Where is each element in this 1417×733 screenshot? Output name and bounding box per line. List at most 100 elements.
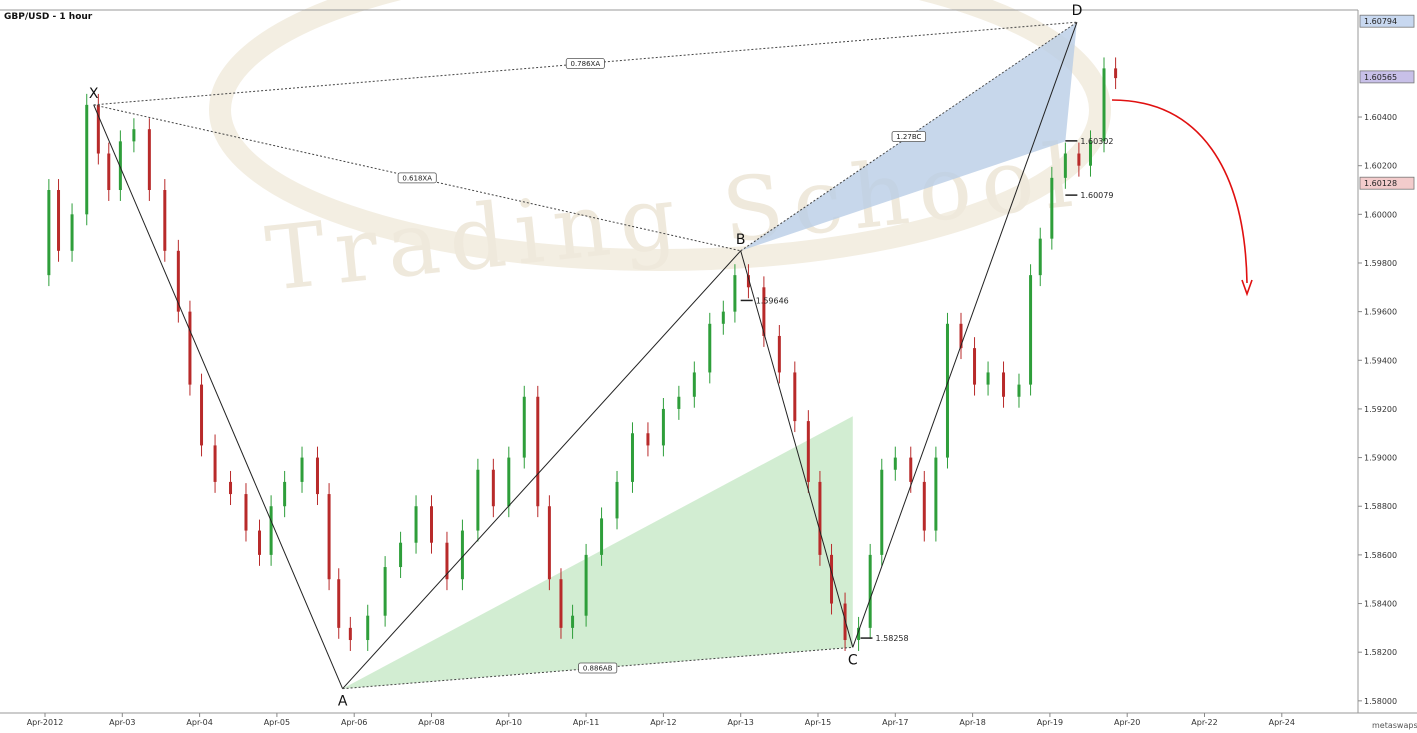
candle-body bbox=[229, 481, 233, 495]
x-tick-label: Apr-13 bbox=[727, 718, 753, 727]
candle-body bbox=[1029, 275, 1033, 385]
ratio-line-AC bbox=[342, 646, 853, 690]
candle-body bbox=[986, 372, 990, 385]
candle-body bbox=[1050, 177, 1054, 239]
y-tick-label: 1.59800 bbox=[1364, 259, 1397, 268]
candle-body bbox=[818, 481, 822, 555]
x-tick-label: Apr-19 bbox=[1037, 718, 1063, 727]
candle-body bbox=[348, 627, 352, 641]
candle-body bbox=[337, 579, 341, 628]
ratio-label: 0.786XA bbox=[571, 60, 601, 68]
candle-body bbox=[57, 190, 61, 251]
y-tick-label: 1.60400 bbox=[1364, 113, 1397, 122]
candle-body bbox=[1114, 68, 1118, 79]
candle-body bbox=[615, 481, 619, 519]
price-series bbox=[47, 57, 1118, 651]
candle-body bbox=[1088, 141, 1092, 166]
candle-body bbox=[1002, 372, 1006, 397]
candle-body bbox=[909, 457, 913, 482]
candle-body bbox=[460, 530, 464, 580]
candle-body bbox=[258, 530, 262, 555]
candle-body bbox=[806, 421, 810, 482]
candle-body bbox=[96, 104, 100, 154]
price-tag bbox=[1359, 176, 1415, 190]
candle-body bbox=[945, 323, 949, 458]
x-tick-label: Apr-18 bbox=[959, 718, 985, 727]
candle-body bbox=[708, 323, 712, 373]
candle-body bbox=[661, 408, 665, 446]
candle-body bbox=[399, 542, 403, 568]
y-tick-label: 1.59200 bbox=[1364, 405, 1397, 414]
ratio-label-box bbox=[891, 131, 927, 142]
candle-body bbox=[200, 384, 204, 446]
candle-body bbox=[300, 457, 304, 482]
y-tick-label: 1.58000 bbox=[1364, 697, 1397, 706]
candle-body bbox=[70, 214, 74, 251]
candle-body bbox=[677, 396, 681, 409]
candle-body bbox=[107, 153, 111, 191]
x-tick-label: Apr-22 bbox=[1191, 718, 1217, 727]
candle-body bbox=[600, 518, 604, 555]
candle-body bbox=[522, 396, 526, 458]
candle-body bbox=[630, 433, 634, 482]
point-label-C: C bbox=[848, 652, 858, 668]
point-label-B: B bbox=[736, 232, 746, 248]
candle-body bbox=[559, 579, 563, 628]
point-label-A: A bbox=[338, 694, 348, 710]
candle-body bbox=[584, 554, 588, 616]
y-tick-label: 1.58600 bbox=[1364, 551, 1397, 560]
x-tick-label: Apr-24 bbox=[1269, 718, 1295, 727]
forecast-arrow-head bbox=[1241, 279, 1253, 297]
price-tag-label: 1.60794 bbox=[1364, 17, 1397, 26]
candle-body bbox=[1017, 384, 1021, 397]
x-tick-label: Apr-15 bbox=[805, 718, 831, 727]
x-tick-label: Apr-20 bbox=[1114, 718, 1140, 727]
candle-body bbox=[283, 481, 287, 507]
level-label: 1.59646 bbox=[756, 296, 789, 305]
candle-body bbox=[85, 104, 89, 215]
candle-body bbox=[733, 275, 737, 312]
candle-body bbox=[132, 129, 136, 142]
y-tick-label: 1.58400 bbox=[1364, 600, 1397, 609]
ratio-label: 1.27BC bbox=[896, 133, 921, 141]
price-tag bbox=[1359, 14, 1415, 28]
y-tick-label: 1.59400 bbox=[1364, 356, 1397, 365]
candle-body bbox=[366, 615, 370, 641]
candle-body bbox=[646, 433, 650, 446]
candle-body bbox=[746, 275, 750, 288]
chart-title: GBP/USD - 1 hour bbox=[4, 12, 93, 22]
candle-body bbox=[315, 457, 319, 495]
y-tick-label: 1.60000 bbox=[1364, 210, 1397, 219]
candle-body bbox=[269, 506, 273, 555]
x-tick-label: Apr-04 bbox=[186, 718, 212, 727]
pattern-lines: 0.786XA 0.618XA 0.886AB 1.27BC X A B C D 1.59646 1… bbox=[89, 3, 1114, 710]
ratio-label: 0.886AB bbox=[583, 664, 613, 672]
leg-BC bbox=[740, 250, 854, 648]
candle-body bbox=[777, 335, 781, 373]
candle-body bbox=[893, 457, 897, 470]
candle-body bbox=[571, 615, 575, 628]
candle-body bbox=[793, 372, 797, 422]
x-tick-label: Apr-06 bbox=[341, 718, 367, 727]
y-tick-label: 1.60200 bbox=[1364, 162, 1397, 171]
x-tick-label: Apr-05 bbox=[264, 718, 290, 727]
candle-body bbox=[213, 445, 217, 482]
candle-body bbox=[327, 494, 331, 580]
candle-body bbox=[973, 348, 977, 385]
point-label-D: D bbox=[1072, 3, 1083, 19]
level-label: 1.60079 bbox=[1080, 191, 1113, 200]
candle-body bbox=[414, 506, 418, 543]
candle-body bbox=[857, 627, 861, 641]
candle-body bbox=[445, 542, 449, 580]
y-axis: 1.58000 1.58200 1.58400 1.58600 1.58800 1.590… bbox=[1358, 113, 1397, 706]
candle-body bbox=[118, 141, 122, 191]
ratio-line-XB bbox=[93, 104, 741, 252]
candle-body bbox=[1038, 238, 1042, 276]
candle-body bbox=[244, 494, 248, 531]
candle-body bbox=[868, 554, 872, 628]
x-tick-label: Apr-17 bbox=[882, 718, 908, 727]
candle-body bbox=[830, 554, 834, 604]
y-tick-label: 1.58200 bbox=[1364, 648, 1397, 657]
